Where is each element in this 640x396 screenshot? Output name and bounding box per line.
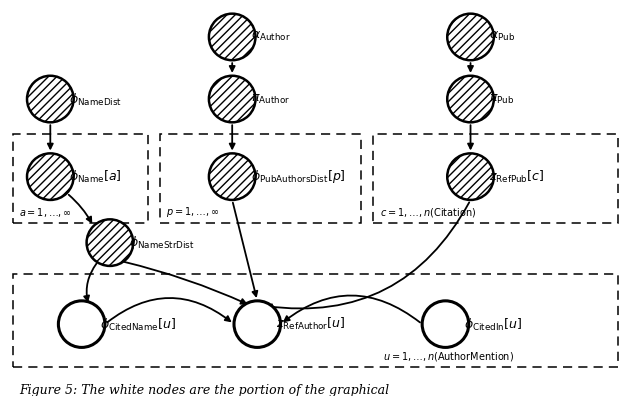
Ellipse shape — [209, 153, 255, 200]
Bar — [13, 134, 148, 223]
Ellipse shape — [234, 301, 280, 347]
Ellipse shape — [86, 219, 133, 266]
Bar — [373, 134, 618, 223]
Ellipse shape — [27, 76, 74, 122]
Text: $\phi_{\mathrm{NameDist}}$: $\phi_{\mathrm{NameDist}}$ — [69, 91, 122, 108]
Text: $\pi_{\mathrm{Pub}}$: $\pi_{\mathrm{Pub}}$ — [490, 93, 515, 106]
Text: $c = 1, \ldots, n(\mathrm{Citation})$: $c = 1, \ldots, n(\mathrm{Citation})$ — [380, 206, 476, 219]
Text: $\phi_{\mathrm{CitedName}}[u]$: $\phi_{\mathrm{CitedName}}[u]$ — [100, 316, 177, 333]
Bar — [13, 274, 618, 367]
Text: $\alpha_{\mathrm{Pub}}$: $\alpha_{\mathrm{Pub}}$ — [490, 30, 515, 44]
Text: $\phi_{\mathrm{CitedIn}}[u]$: $\phi_{\mathrm{CitedIn}}[u]$ — [464, 316, 522, 333]
Ellipse shape — [447, 76, 494, 122]
Ellipse shape — [447, 153, 494, 200]
Ellipse shape — [27, 76, 74, 122]
Ellipse shape — [447, 76, 494, 122]
Ellipse shape — [209, 153, 255, 200]
Text: $\alpha_{\mathrm{Author}}$: $\alpha_{\mathrm{Author}}$ — [251, 30, 291, 44]
Text: $\phi_{\mathrm{PubAuthorsDist}}[p]$: $\phi_{\mathrm{PubAuthorsDist}}[p]$ — [251, 168, 346, 185]
Text: $p = 1, \ldots, \infty$: $p = 1, \ldots, \infty$ — [166, 206, 220, 219]
Ellipse shape — [209, 76, 255, 122]
Ellipse shape — [209, 76, 255, 122]
Ellipse shape — [86, 219, 133, 266]
Ellipse shape — [58, 301, 105, 347]
Text: $a = 1, \ldots, \infty$: $a = 1, \ldots, \infty$ — [19, 206, 72, 219]
Text: $z_{\mathrm{RefAuthor}}[u]$: $z_{\mathrm{RefAuthor}}[u]$ — [276, 316, 346, 332]
Text: $\phi_{\mathrm{NameStrDist}}$: $\phi_{\mathrm{NameStrDist}}$ — [129, 234, 195, 251]
Ellipse shape — [447, 153, 494, 200]
Text: $z_{\mathrm{RefPub}}[c]$: $z_{\mathrm{RefPub}}[c]$ — [490, 169, 545, 185]
Ellipse shape — [422, 301, 468, 347]
Ellipse shape — [27, 153, 74, 200]
Ellipse shape — [27, 153, 74, 200]
Ellipse shape — [447, 13, 494, 60]
Ellipse shape — [447, 13, 494, 60]
Text: Figure 5: The white nodes are the portion of the graphical: Figure 5: The white nodes are the portio… — [19, 383, 389, 396]
Ellipse shape — [209, 13, 255, 60]
Text: $u = 1, \ldots, n(\mathrm{AuthorMention})$: $u = 1, \ldots, n(\mathrm{AuthorMention}… — [383, 350, 514, 363]
Text: $\pi_{\mathrm{Author}}$: $\pi_{\mathrm{Author}}$ — [251, 93, 290, 106]
Ellipse shape — [209, 13, 255, 60]
Text: $\phi_{\mathrm{Name}}[a]$: $\phi_{\mathrm{Name}}[a]$ — [69, 168, 122, 185]
Bar — [160, 134, 361, 223]
